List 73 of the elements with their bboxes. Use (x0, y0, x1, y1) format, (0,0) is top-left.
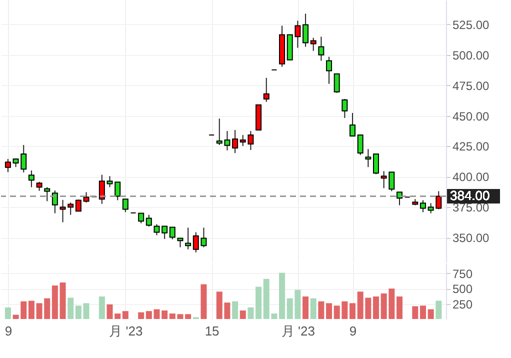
y-tick-label: 400.00 (452, 170, 490, 184)
candlestick (342, 98, 348, 118)
candlestick (138, 212, 144, 224)
bar (412, 306, 418, 319)
x-tick-label: 9 (349, 324, 357, 338)
x-tick-label: 15 (204, 324, 220, 338)
candlestick (28, 170, 34, 188)
y-tick-label: 425.00 (452, 140, 490, 154)
candlestick (4, 158, 11, 173)
bar (396, 296, 402, 319)
bar (240, 310, 246, 319)
candlestick (334, 73, 340, 94)
bar (279, 272, 286, 319)
candlestick (357, 134, 364, 156)
y-tick-label: 475.00 (452, 78, 490, 93)
bar (52, 286, 58, 319)
bar (4, 307, 11, 319)
bar (436, 300, 442, 319)
candlestick (162, 226, 168, 240)
candlestick (146, 214, 152, 228)
bar (428, 309, 434, 319)
bar (200, 284, 207, 319)
candlestick (350, 112, 356, 136)
candlestick (83, 192, 90, 204)
y-tick-label: 500 (452, 282, 473, 296)
candlestick (326, 56, 332, 84)
candlestick (373, 154, 380, 175)
bar (60, 282, 66, 319)
bar (162, 310, 168, 319)
bar (98, 296, 105, 319)
candlestick (52, 190, 58, 214)
candlestick (396, 192, 402, 206)
candlestick (263, 77, 270, 102)
x-tick-label: 9 (4, 324, 12, 338)
bar (318, 301, 324, 319)
bar (302, 296, 309, 319)
y-tick-label: 375.00 (452, 200, 490, 215)
bar (68, 298, 74, 319)
bar (232, 301, 238, 319)
bar (75, 306, 82, 319)
y-tick-label: 350.00 (452, 231, 490, 246)
candlestick (122, 198, 128, 213)
candlestick (365, 148, 372, 168)
y-tick-label: 500.00 (452, 48, 490, 62)
y-tick-label: 525.00 (452, 18, 490, 32)
x-tick-label: 月 '23 (281, 324, 315, 338)
bar (248, 307, 254, 319)
x-tick-label: 月 '23 (109, 324, 143, 338)
y-tick-label: 450.00 (452, 109, 490, 124)
y-tick-label: 750 (452, 266, 473, 281)
candlestick (232, 130, 238, 154)
candlestick (310, 37, 316, 52)
candlestick (154, 224, 160, 236)
bar (326, 303, 332, 319)
bar (373, 296, 380, 319)
bar (310, 298, 316, 319)
bar (256, 286, 262, 319)
bar (420, 306, 426, 319)
bar (138, 312, 144, 319)
candlestick (302, 13, 309, 48)
bar (28, 300, 34, 319)
candlestick (185, 227, 192, 250)
ref-line-label: 384.00 (450, 188, 490, 204)
bar (185, 314, 192, 319)
bar (122, 311, 128, 319)
candlestick (44, 186, 50, 202)
bar (83, 303, 90, 319)
candlestick (318, 36, 324, 62)
y-tick-label: 250 (452, 297, 473, 312)
candlestick (98, 174, 105, 204)
bar (350, 303, 356, 319)
candlestick (420, 200, 426, 213)
candlestick (36, 181, 42, 192)
